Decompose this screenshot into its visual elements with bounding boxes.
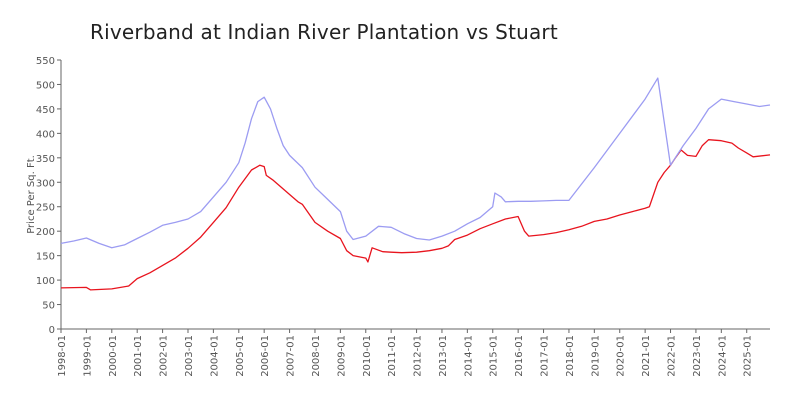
x-tick-label: 2001-01 [133, 335, 144, 377]
x-tick-label: 2002-01 [159, 335, 170, 377]
y-tick-label: 150 [36, 252, 55, 263]
series-line-1 [60, 139, 771, 291]
x-tick-label: 2025-01 [743, 335, 754, 377]
x-tick-label: 1998-01 [57, 335, 68, 377]
x-tick-label: 2020-01 [616, 335, 627, 377]
x-tick-label: 2000-01 [108, 335, 119, 377]
x-tick-label: 2007-01 [286, 335, 297, 377]
y-tick-label: 450 [36, 105, 55, 116]
x-tick-label: 2023-01 [692, 335, 703, 377]
x-tick-label: 1999-01 [82, 335, 93, 377]
y-tick-label: 500 [36, 80, 55, 91]
y-tick-label: 350 [36, 154, 55, 165]
y-tick-label: 550 [36, 56, 55, 67]
y-tick-label: 300 [36, 178, 55, 189]
x-tick-label: 2014-01 [463, 335, 474, 377]
x-tick-label: 2018-01 [565, 335, 576, 377]
x-tick-label: 2016-01 [514, 335, 525, 377]
x-tick-label: 2006-01 [260, 335, 271, 377]
x-tick-label: 2003-01 [184, 335, 195, 377]
x-tick-label: 2010-01 [362, 335, 373, 377]
y-tick-label: 400 [36, 129, 55, 140]
y-axis-label: Price Per Sq. Ft. [26, 155, 37, 234]
x-tick-label: 2021-01 [641, 335, 652, 377]
x-tick-label: 2022-01 [667, 335, 678, 377]
x-tick-label: 2009-01 [336, 335, 347, 377]
x-tick-label: 2012-01 [413, 335, 424, 377]
x-tick-label: 2005-01 [235, 335, 246, 377]
x-tick-label: 2011-01 [387, 335, 398, 377]
y-tick-label: 50 [42, 301, 55, 312]
x-tick-label: 2017-01 [540, 335, 551, 377]
x-tick-label: 2004-01 [209, 335, 220, 377]
y-tick-label: 100 [36, 276, 55, 287]
series-line-2 [60, 77, 771, 249]
y-tick-label: 200 [36, 227, 55, 238]
x-tick-label: 2013-01 [438, 335, 449, 377]
y-tick-label: 0 [49, 325, 55, 336]
x-tick-label: 2015-01 [489, 335, 500, 377]
x-tick-label: 2019-01 [590, 335, 601, 377]
chart-title: Riverband at Indian River Plantation vs … [90, 20, 558, 44]
x-tick-label: 2008-01 [311, 335, 322, 377]
y-tick-label: 250 [36, 203, 55, 214]
x-tick-label: 2024-01 [717, 335, 728, 377]
